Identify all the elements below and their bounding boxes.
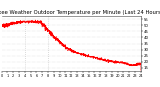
Title: Milwaukee Weather Outdoor Temperature per Minute (Last 24 Hours): Milwaukee Weather Outdoor Temperature pe… (0, 10, 160, 15)
